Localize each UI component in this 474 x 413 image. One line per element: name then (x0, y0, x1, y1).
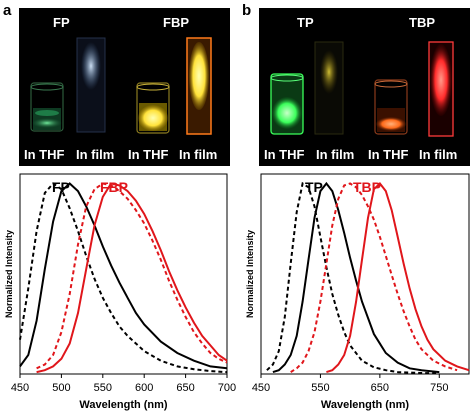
x-tick-label: 450 (11, 382, 29, 394)
photo-b-vials (270, 41, 454, 137)
series-fbp-solution (36, 182, 228, 370)
series-tp-solution (266, 181, 440, 375)
fp-thf-vial (30, 82, 64, 132)
x-tick-label: 600 (135, 382, 153, 394)
photo-b-label-tp: TP (297, 15, 314, 30)
x-axis-label: Wavelength (nm) (79, 399, 168, 411)
photo-a-label-1: In THF (24, 147, 65, 162)
y-axis-label: Normalized Intensity (4, 230, 14, 318)
fbp-film (186, 37, 212, 135)
legend-tp: TP (305, 179, 323, 195)
x-tick-label: 700 (218, 382, 236, 394)
photo-b-label-2: In film (316, 147, 355, 162)
x-tick-label: 450 (252, 382, 270, 394)
x-tick-label: 550 (94, 382, 112, 394)
photo-a-vials (30, 37, 212, 135)
photo-a-label-4: In film (179, 147, 218, 162)
x-tick-label: 650 (176, 382, 194, 394)
plot-frame (19, 173, 228, 375)
photo-a-label-fp: FP (53, 15, 70, 30)
series-fp-film (19, 182, 228, 370)
legend-fp: FP (52, 179, 70, 195)
photo-a-label-fbp: FBP (163, 15, 189, 30)
panel-letter-b: b (242, 2, 252, 19)
chart-a: 450 500 550 600 650 700 Wavelength (nm) Normali… (4, 173, 236, 411)
x-tick-label: 650 (371, 382, 389, 394)
panel-letter-a: a (3, 2, 12, 19)
series-tbp-film (326, 182, 470, 374)
x-tick-label: 500 (52, 382, 70, 394)
x-tick-label: 550 (311, 382, 329, 394)
photo-a-label-3: In THF (128, 147, 169, 162)
tp-thf-vial (270, 73, 304, 135)
chart-b: 450 550 650 750 Wavelength (nm) Normalized In… (245, 173, 470, 411)
series-tp-film (272, 181, 440, 374)
photo-a: FP FBP In THF In film In THF In film (19, 8, 230, 166)
legend-tbp: TBP (353, 179, 381, 195)
x-tick-label: 750 (430, 382, 448, 394)
photo-b-label-1: In THF (264, 147, 305, 162)
photo-a-label-2: In film (76, 147, 115, 162)
x-axis-label: Wavelength (nm) (321, 399, 410, 411)
photo-b-label-3: In THF (368, 147, 409, 162)
photo-b-label-tbp: TBP (409, 15, 435, 30)
series-fbp-film (36, 182, 228, 374)
tbp-film (428, 41, 454, 137)
photo-b-label-4: In film (419, 147, 458, 162)
series-fp-solution (19, 182, 228, 374)
series-tbp-solution (290, 182, 458, 373)
y-axis-label: Normalized Intensity (245, 230, 255, 318)
plot-frame (260, 173, 470, 375)
photo-b: TP TBP In THF In film In THF In film (259, 8, 470, 166)
tbp-thf-vial (374, 79, 408, 135)
legend-fbp: FBP (100, 179, 128, 195)
fbp-thf-vial (136, 82, 170, 134)
fp-film (76, 37, 106, 133)
tp-film (314, 41, 344, 135)
